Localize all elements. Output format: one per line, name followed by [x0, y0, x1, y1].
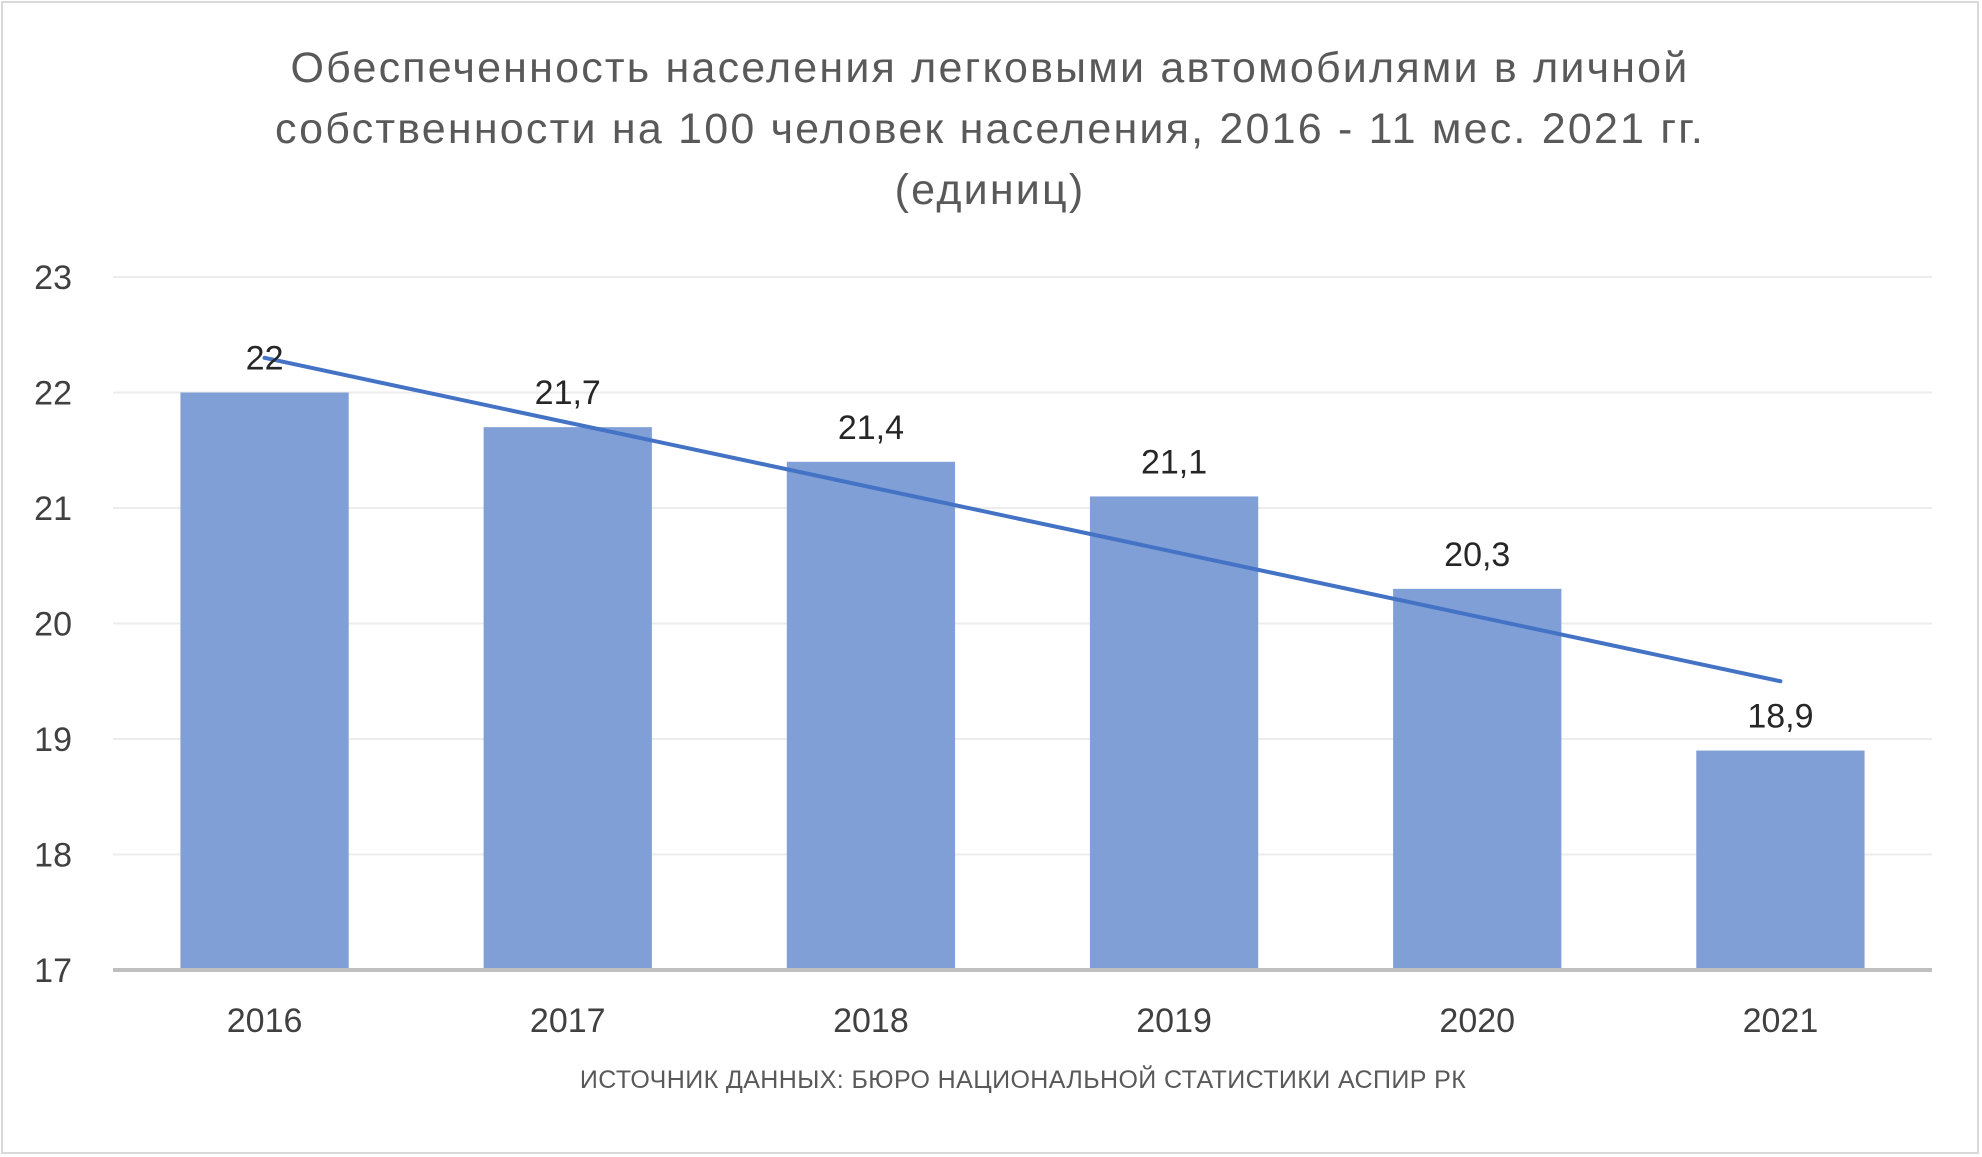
data-label: 20,3 [1444, 536, 1510, 574]
x-axis-title: ИСТОЧНИК ДАННЫХ: БЮРО НАЦИОНАЛЬНОЙ СТАТИ… [579, 1066, 1467, 1094]
data-label: 21,4 [838, 409, 904, 447]
y-tick-label: 17 [34, 952, 72, 990]
y-tick-label: 20 [34, 606, 72, 644]
x-tick-label: 2020 [1439, 1002, 1515, 1040]
data-label: 18,9 [1747, 698, 1813, 736]
y-tick-label: 21 [34, 490, 72, 528]
chart-title: Обеспеченность населения легковыми автом… [275, 44, 1705, 214]
data-label: 21,1 [1141, 443, 1207, 481]
data-label: 22 [246, 340, 284, 378]
y-tick-label: 23 [34, 259, 72, 297]
x-tick-label: 2016 [227, 1002, 303, 1040]
trendline-group [262, 355, 1783, 684]
bar [1696, 750, 1865, 970]
x-tick-label: 2018 [833, 1002, 909, 1040]
x-tick-labels: 2016 2017 2018 2019 2020 2021 [227, 1002, 1818, 1040]
x-tick-label: 2019 [1136, 1002, 1212, 1040]
bar [786, 461, 956, 970]
gridlines [113, 276, 1932, 856]
x-tick-label: 2021 [1743, 1002, 1819, 1040]
y-tick-label: 19 [34, 721, 72, 759]
bars [180, 392, 1865, 970]
trendline [262, 355, 1783, 684]
bar [1089, 496, 1259, 970]
y-tick-label: 18 [34, 837, 72, 875]
x-tick-label: 2017 [530, 1002, 606, 1040]
bar [180, 392, 349, 970]
bar [483, 427, 652, 970]
y-tick-labels: 17 18 19 20 21 22 23 [34, 259, 72, 990]
bar [1393, 588, 1562, 970]
data-label: 21,7 [535, 374, 601, 412]
y-tick-label: 22 [34, 375, 72, 413]
data-labels: 22 21,7 21,4 21,1 20,3 18,9 [246, 340, 1814, 736]
